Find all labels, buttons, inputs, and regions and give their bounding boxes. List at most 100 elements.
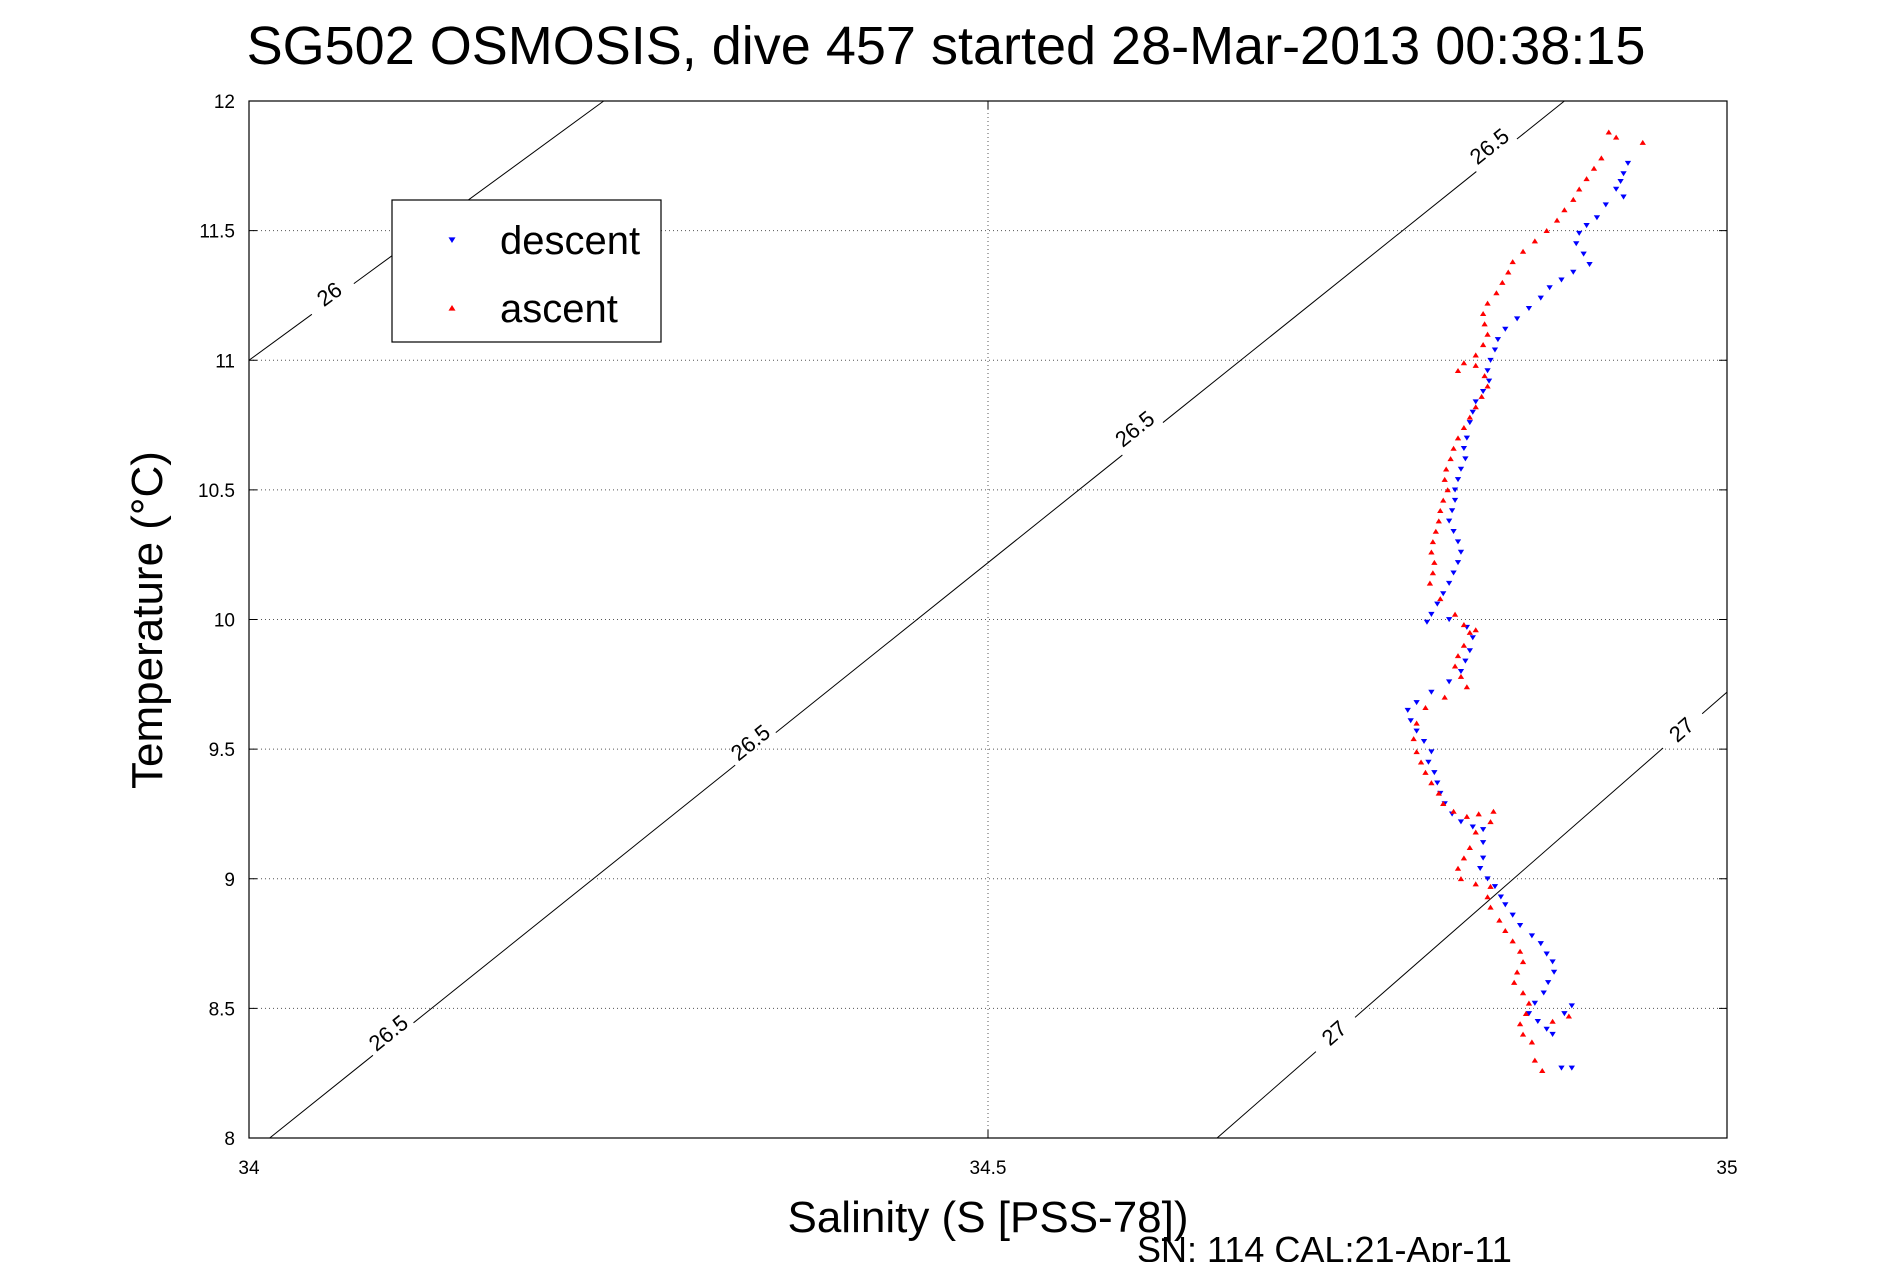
contour-label: 27 <box>1317 1016 1352 1051</box>
ascent-point <box>1413 720 1420 726</box>
descent-point <box>1502 902 1509 908</box>
descent-point <box>1454 477 1462 483</box>
ascent-point <box>1505 269 1512 275</box>
descent-point <box>1497 894 1505 900</box>
y-tick-label: 8.5 <box>209 999 235 1020</box>
ascent-point <box>1435 790 1442 796</box>
descent-point <box>1484 368 1491 374</box>
ascent-point <box>1450 445 1457 451</box>
ascent-point <box>1590 165 1598 171</box>
ascent-point <box>1472 881 1479 887</box>
ascent-point <box>1553 217 1561 223</box>
ascent-point <box>1431 559 1438 565</box>
contour-line-27 <box>1701 691 1728 715</box>
descent-point <box>1534 1018 1541 1024</box>
y-tick-label: 11 <box>215 351 235 372</box>
ascent-point <box>1457 876 1465 882</box>
ascent-point <box>1502 927 1509 933</box>
ascent-point <box>1435 518 1442 524</box>
ascent-point <box>1484 894 1491 900</box>
contour-line-26-5 <box>1516 100 1565 140</box>
ascent-point <box>1479 342 1487 348</box>
ascent-point <box>1460 642 1468 648</box>
descent-point <box>1451 487 1459 493</box>
descent-point <box>1434 780 1441 786</box>
descent-point <box>1558 1065 1565 1071</box>
contour-label: 26.5 <box>1465 123 1514 169</box>
ascent-point <box>1639 139 1646 145</box>
descent-point <box>1491 884 1499 890</box>
series-ascent <box>1410 129 1646 1073</box>
descent-point <box>1545 980 1552 986</box>
descent-point <box>1479 827 1487 833</box>
descent-point <box>1479 855 1487 861</box>
ascent-point <box>1475 811 1482 817</box>
ascent-point <box>1565 1013 1572 1019</box>
contour-label: 26 <box>312 277 347 312</box>
descent-point <box>1428 749 1435 755</box>
descent-point <box>1469 824 1476 830</box>
descent-point <box>1549 1031 1556 1037</box>
ascent-point <box>1543 227 1550 234</box>
descent-point <box>1525 306 1533 312</box>
descent-point <box>1537 295 1544 301</box>
ascent-point <box>1451 611 1459 617</box>
y-tick-label: 8 <box>224 1129 235 1150</box>
ascent-point <box>1531 238 1539 244</box>
contour-line-26-5 <box>775 454 1123 734</box>
contour-line-27 <box>1216 1051 1317 1139</box>
descent-point <box>1593 215 1601 221</box>
grid-lines <box>249 101 1727 1138</box>
legend-marker-ascent <box>448 304 456 311</box>
ascent-point <box>1525 1000 1533 1006</box>
y-axis-label: Temperature (°C) <box>123 451 172 789</box>
ascent-point <box>1499 279 1506 285</box>
descent-point <box>1509 912 1516 918</box>
descent-point <box>1561 1011 1568 1017</box>
descent-point <box>1568 1003 1575 1009</box>
ascent-point <box>1422 704 1429 711</box>
ascent-point <box>1549 1018 1556 1024</box>
descent-point <box>1620 194 1627 200</box>
ascent-point <box>1429 539 1437 545</box>
ascent-point <box>1481 373 1488 379</box>
descent-point <box>1549 959 1556 965</box>
descent-point <box>1413 728 1420 734</box>
ascent-point <box>1454 435 1462 441</box>
ascent-point <box>1460 622 1468 628</box>
ascent-point <box>1437 507 1444 513</box>
descent-point <box>1558 277 1565 283</box>
descent-point <box>1428 611 1435 617</box>
descent-point <box>1466 648 1473 654</box>
ascent-point <box>1444 487 1451 493</box>
ascent-point <box>1516 1021 1524 1027</box>
ascent-point <box>1428 780 1435 786</box>
descent-point <box>1462 658 1469 664</box>
ascent-point <box>1440 497 1447 503</box>
ascent-point <box>1441 476 1448 482</box>
contour-line-26-5 <box>1162 171 1477 423</box>
ascent-point <box>1440 800 1447 806</box>
ascent-point <box>1487 904 1494 910</box>
descent-point <box>1487 357 1494 363</box>
contour-line-26-5 <box>269 1054 374 1139</box>
ascent-point <box>1519 990 1527 996</box>
ascent-point <box>1466 844 1473 851</box>
contour-line-26 <box>248 313 313 361</box>
y-tick-label: 12 <box>214 92 235 113</box>
y-tick-label: 9.5 <box>209 740 235 761</box>
ascent-point <box>1413 749 1420 755</box>
descent-point <box>1472 399 1479 405</box>
x-axis-label: Salinity (S [PSS-78]) <box>787 1193 1188 1242</box>
ascent-point <box>1437 596 1444 602</box>
descent-point <box>1434 601 1441 607</box>
ascent-point <box>1487 819 1494 825</box>
descent-point <box>1624 160 1632 166</box>
ascent-point <box>1519 248 1527 254</box>
descent-point <box>1568 1065 1575 1071</box>
descent-point <box>1550 969 1558 975</box>
descent-point <box>1431 770 1438 776</box>
descent-point <box>1454 539 1462 545</box>
calibration-note: SN: 114 CAL:21-Apr-11 <box>1137 1229 1512 1262</box>
